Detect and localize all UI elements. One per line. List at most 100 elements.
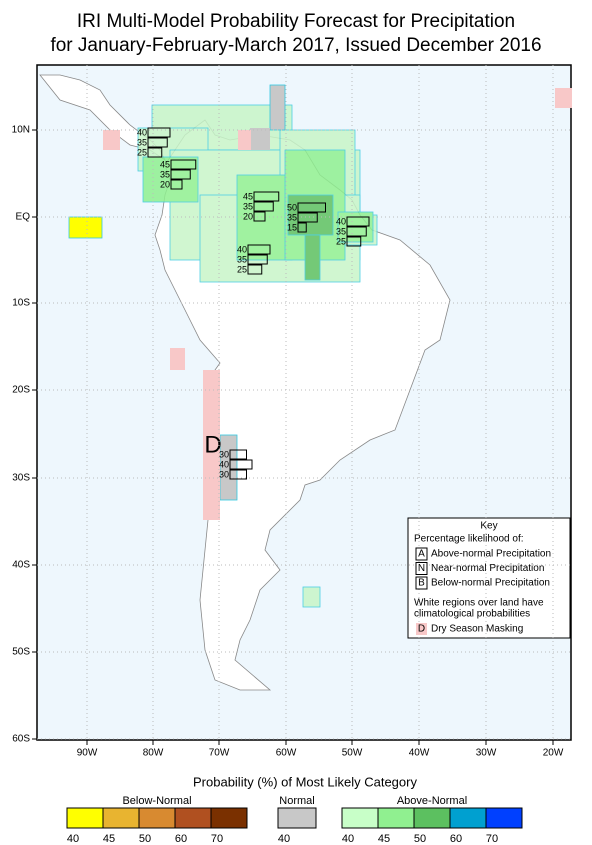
key-text: Below-normal Precipitation xyxy=(431,578,550,589)
forecast-bar xyxy=(170,179,183,190)
key-text: Above-normal Precipitation xyxy=(431,549,551,560)
forecast-shading xyxy=(137,104,378,608)
legend-tick-label: 40 xyxy=(278,833,290,845)
forecast-value: 35 xyxy=(160,169,170,179)
legend-tick-label: 40 xyxy=(67,833,79,845)
key-letter: N xyxy=(418,563,425,574)
forecast-bar xyxy=(297,222,307,233)
forecast-bar xyxy=(253,191,280,202)
forecast-value: 35 xyxy=(336,226,346,236)
key xyxy=(407,517,571,639)
key-letter: B xyxy=(418,578,425,589)
forecast-value: 35 xyxy=(287,212,297,222)
forecast-value: 35 xyxy=(243,201,253,211)
key-text: Near-normal Precipitation xyxy=(431,563,544,574)
key-box xyxy=(415,576,428,590)
lat-label: 10S xyxy=(12,298,30,309)
forecast-bar xyxy=(170,169,191,180)
legend-swatch xyxy=(413,807,451,829)
legend-tick-label: 40 xyxy=(342,833,354,845)
lat-label: 60S xyxy=(12,734,30,745)
legend-group-name: Below-Normal xyxy=(122,795,191,807)
title-line: IRI Multi-Model Probability Forecast for… xyxy=(77,11,515,32)
forecast-bar xyxy=(247,254,268,265)
forecast-bar xyxy=(229,459,253,470)
forecast-bar xyxy=(147,147,163,158)
forecast-value: 40 xyxy=(137,127,147,137)
forecast-value: 25 xyxy=(137,147,147,157)
lon-label: 30W xyxy=(476,748,497,759)
forecast-value: 40 xyxy=(336,216,346,226)
legend-swatch xyxy=(449,807,487,829)
legend-swatch xyxy=(341,807,379,829)
lat-label: 20S xyxy=(12,385,30,396)
legend-tick-label: 70 xyxy=(211,833,223,845)
legend-group-name: Above-Normal xyxy=(397,795,467,807)
forecast-value: 30 xyxy=(219,449,229,459)
lat-label: 50S xyxy=(12,647,30,658)
forecast-bar xyxy=(346,236,362,247)
legend-tick-label: 50 xyxy=(139,833,151,845)
legend-swatch xyxy=(277,807,317,829)
legend-swatch xyxy=(174,807,212,829)
lon-label: 50W xyxy=(342,748,363,759)
legend-tick-label: 70 xyxy=(486,833,498,845)
legend-tick-label: 60 xyxy=(450,833,462,845)
lon-label: 80W xyxy=(143,748,164,759)
legend-group-name: Normal xyxy=(279,795,314,807)
dry-mask-label: D xyxy=(204,431,221,458)
forecast-bar xyxy=(229,469,247,480)
key-frame xyxy=(407,517,571,639)
forecast-bar xyxy=(247,244,271,255)
forecast-value: 45 xyxy=(243,191,253,201)
legend-swatch xyxy=(210,807,248,829)
lon-label: 90W xyxy=(77,748,98,759)
forecast-value: 30 xyxy=(219,469,229,479)
forecast-bar xyxy=(147,127,171,138)
forecast-value: 45 xyxy=(160,159,170,169)
lat-label: EQ xyxy=(16,212,31,223)
forecast-value: 35 xyxy=(137,137,147,147)
lat-label: 30S xyxy=(12,473,30,484)
key-box xyxy=(415,562,428,575)
forecast-value: 35 xyxy=(237,254,247,264)
forecast-value: 40 xyxy=(237,244,247,254)
legend-tick-label: 45 xyxy=(103,833,115,845)
forecast-bar xyxy=(229,449,247,460)
key-letter: A xyxy=(418,549,425,560)
forecast-bar xyxy=(147,137,168,148)
forecast-bar xyxy=(247,264,263,275)
forecast-bar xyxy=(253,211,266,222)
lon-label: 60W xyxy=(276,748,297,759)
forecast-value: 20 xyxy=(160,179,170,189)
legend-swatch xyxy=(66,807,104,829)
forecast-value: 50 xyxy=(287,202,297,212)
legend-swatch xyxy=(138,807,176,829)
key-box xyxy=(415,547,428,561)
legend-swatch xyxy=(102,807,140,829)
key-letter: D xyxy=(418,624,425,635)
key-subtitle: Percentage likelihood of: xyxy=(414,534,524,545)
title-line: for January-February-March 2017, Issued … xyxy=(50,35,541,56)
forecast-value: 40 xyxy=(219,459,229,469)
forecast-value: 25 xyxy=(336,236,346,246)
legend-swatch xyxy=(485,807,523,829)
lon-label: 70W xyxy=(209,748,230,759)
lon-label: 40W xyxy=(409,748,430,759)
forecast-value: 25 xyxy=(237,264,247,274)
lat-label: 40S xyxy=(12,560,30,571)
legend-tick-label: 45 xyxy=(378,833,390,845)
forecast-bar xyxy=(297,212,318,223)
key-note: White regions over land have xyxy=(414,598,544,609)
forecast-value: 20 xyxy=(243,211,253,221)
legend-title: Probability (%) of Most Likely Category xyxy=(193,774,417,789)
forecast-bar xyxy=(346,216,370,227)
other-shading xyxy=(68,84,572,520)
legend-tick-label: 60 xyxy=(175,833,187,845)
forecast-bar xyxy=(253,201,274,212)
key-mask-box xyxy=(416,623,427,635)
forecast-bar xyxy=(346,226,367,237)
lat-label: 10N xyxy=(12,125,30,136)
legend-swatch xyxy=(377,807,415,829)
